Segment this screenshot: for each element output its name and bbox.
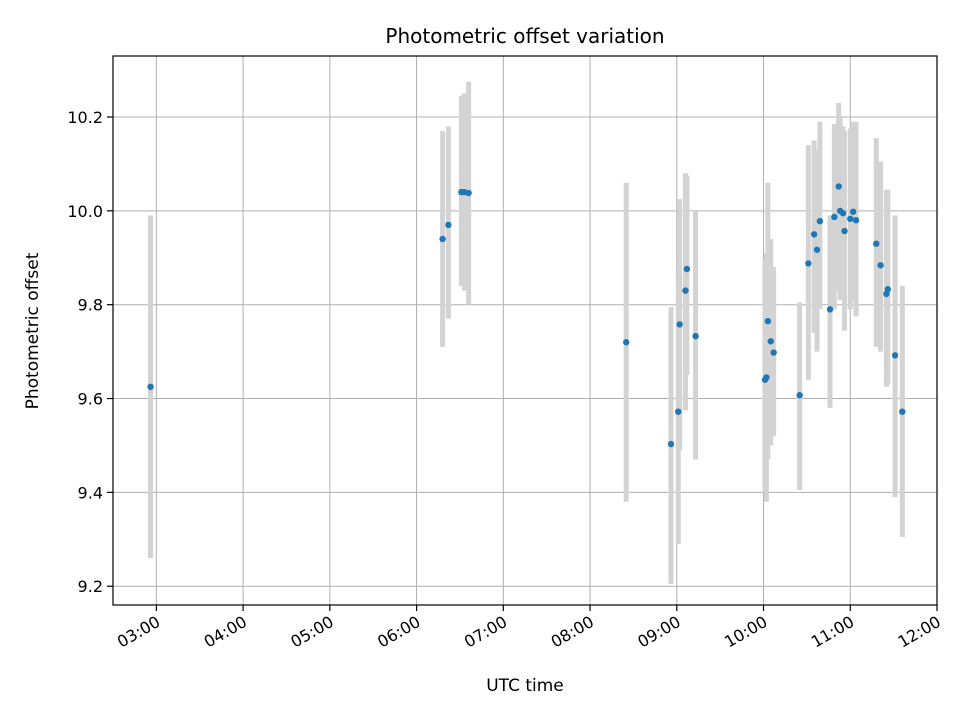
data-point bbox=[884, 286, 892, 293]
data-point bbox=[683, 265, 691, 273]
data-point bbox=[852, 217, 860, 224]
data-point bbox=[839, 209, 847, 217]
data-point bbox=[465, 189, 472, 197]
chart-title: Photometric offset variation bbox=[385, 24, 664, 48]
data-point bbox=[835, 183, 842, 190]
y-tick-label: 9.8 bbox=[78, 296, 103, 315]
y-axis: 9.2 9.4 9.6 9.8 10.0 10.2 bbox=[67, 108, 113, 596]
x-axis-title: UTC time bbox=[486, 676, 564, 696]
data-point bbox=[899, 408, 906, 415]
y-tick-label: 9.4 bbox=[78, 483, 103, 502]
y-axis-title: Photometric offset bbox=[23, 252, 43, 409]
data-point bbox=[439, 235, 446, 243]
y-tick-label: 10.0 bbox=[67, 202, 103, 221]
data-point bbox=[764, 317, 772, 325]
data-point bbox=[676, 321, 683, 328]
data-point bbox=[692, 332, 699, 340]
y-tick-label: 10.2 bbox=[67, 108, 103, 127]
data-point bbox=[667, 440, 675, 448]
data-point bbox=[831, 213, 838, 221]
data-point bbox=[849, 208, 857, 215]
y-tick-label: 9.2 bbox=[78, 577, 103, 596]
data-point bbox=[805, 260, 812, 267]
data-point bbox=[682, 287, 689, 294]
data-point bbox=[796, 392, 803, 399]
data-point bbox=[767, 338, 774, 345]
data-points bbox=[147, 183, 906, 448]
data-point bbox=[841, 227, 848, 235]
data-point bbox=[770, 349, 777, 356]
data-point bbox=[847, 215, 854, 223]
data-point bbox=[816, 217, 824, 225]
data-point bbox=[873, 240, 880, 247]
data-point bbox=[810, 231, 818, 238]
data-point bbox=[675, 408, 682, 415]
data-point bbox=[147, 383, 154, 391]
plot-frame bbox=[112, 55, 938, 606]
data-point bbox=[826, 306, 834, 313]
data-point bbox=[445, 221, 452, 229]
y-tick-label: 9.6 bbox=[78, 390, 103, 409]
data-point bbox=[877, 262, 884, 269]
data-point bbox=[891, 352, 899, 359]
data-point bbox=[763, 374, 770, 381]
data-point bbox=[813, 246, 821, 253]
data-point bbox=[622, 339, 630, 346]
